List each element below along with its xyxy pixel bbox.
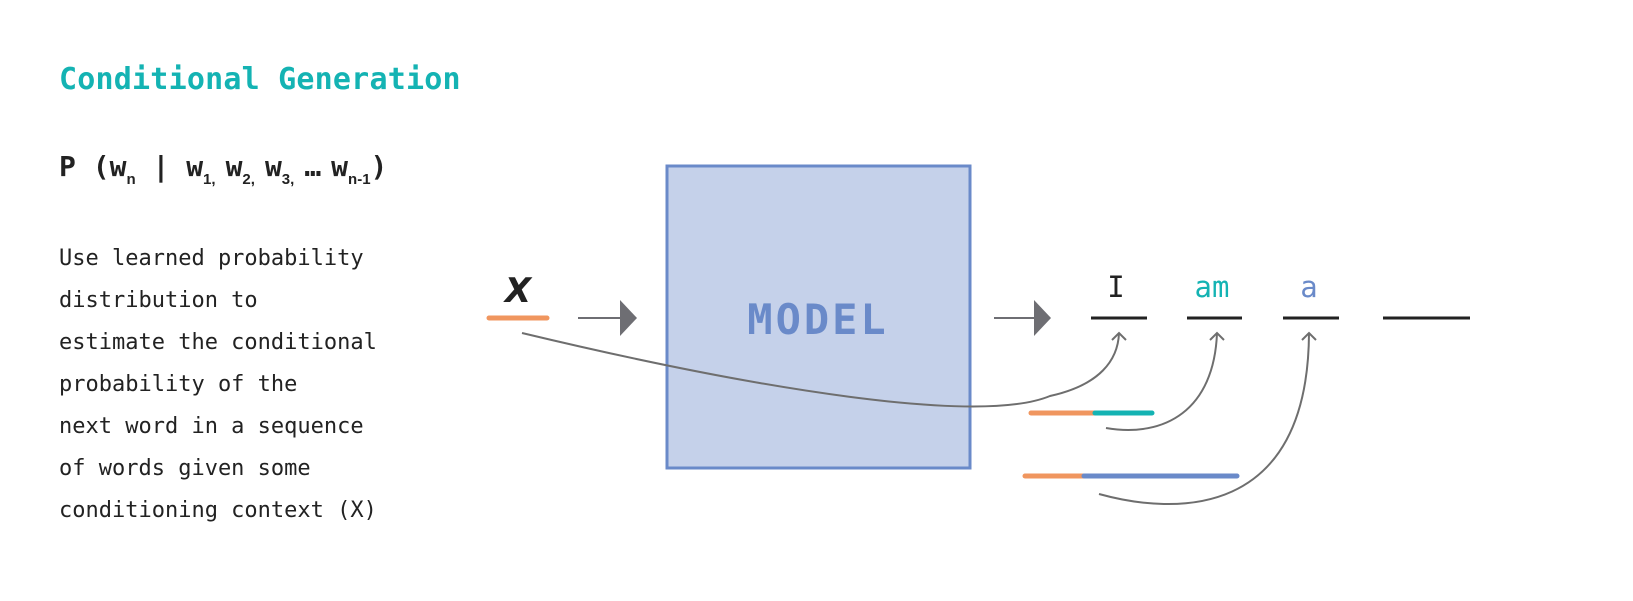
output-token-i: I	[1107, 270, 1124, 304]
formula-ellipsis: …	[304, 150, 322, 183]
formula-sub-3: 3,	[281, 171, 295, 188]
title: Conditional Generation	[59, 62, 461, 97]
arrowhead-i	[1111, 331, 1127, 341]
description-line: estimate the conditional	[59, 330, 377, 355]
description-line: of words given some	[59, 456, 311, 481]
arrowhead-a	[1301, 331, 1317, 341]
formula-sub-1: 1,	[203, 171, 216, 188]
formula-w-last: w	[331, 150, 349, 183]
model-label: MODEL	[747, 295, 888, 344]
formula-bar: |	[135, 150, 187, 183]
output-token-am: am	[1195, 270, 1230, 304]
description-line: conditioning context (X)	[59, 498, 377, 523]
formula-sub-n: n	[126, 171, 136, 188]
description-line: Use learned probability	[59, 246, 364, 271]
curve-x-to-i	[521, 332, 1120, 408]
description-line: next word in a sequence	[59, 414, 364, 439]
description-line: probability of the	[59, 372, 298, 397]
curve-context-to-am	[1105, 332, 1218, 431]
formula-w2: w	[225, 150, 243, 183]
arrow-out-of-model	[994, 300, 1051, 336]
model-box	[665, 164, 972, 470]
formula-close: )	[370, 150, 388, 183]
probability-formula: P (wn | w1, w2, w3,… wn-1)	[59, 150, 388, 187]
description-line: distribution to	[59, 288, 258, 313]
formula-sub-last: n-1	[348, 171, 371, 188]
description: Use learned probability distribution to …	[59, 238, 439, 532]
arrow-into-model	[578, 300, 637, 336]
formula-prefix: P (w	[59, 150, 127, 183]
input-x-label: X	[503, 271, 533, 311]
formula-w3: w	[264, 150, 282, 183]
arrowhead-am	[1209, 331, 1225, 341]
formula-w1: w	[186, 150, 204, 183]
output-token-a: a	[1300, 270, 1317, 304]
curve-context-to-a	[1098, 332, 1310, 505]
formula-sub-2: 2,	[242, 171, 255, 188]
